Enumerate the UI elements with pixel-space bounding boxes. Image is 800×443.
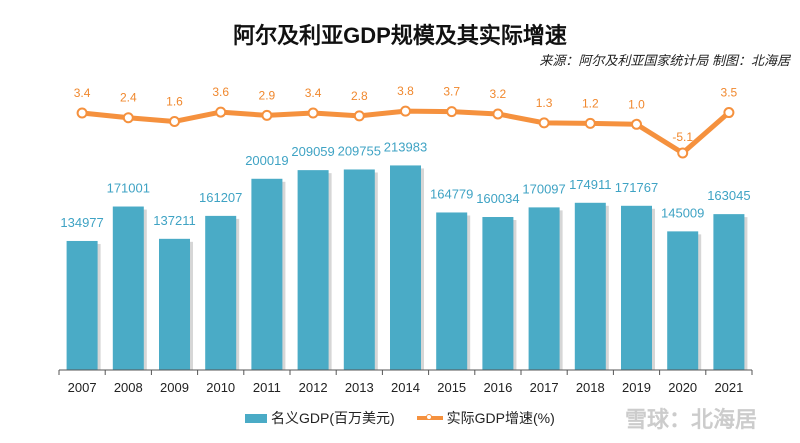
x-tick-label: 2015 bbox=[437, 380, 466, 395]
growth-value-label: 1.6 bbox=[166, 94, 183, 108]
bar-value-label: 145009 bbox=[661, 205, 704, 220]
growth-value-label: 3.4 bbox=[74, 86, 91, 100]
chart-title: 阿尔及利亚GDP规模及其实际增速 bbox=[233, 23, 567, 48]
bar bbox=[621, 205, 652, 370]
x-tick-label: 2020 bbox=[668, 380, 697, 395]
legend-line-label: 实际GDP增速(%) bbox=[446, 410, 555, 426]
bar-value-label: 137211 bbox=[153, 213, 195, 228]
bar bbox=[66, 240, 98, 370]
growth-point bbox=[307, 107, 319, 119]
growth-value-label: 2.8 bbox=[351, 89, 368, 103]
growth-value-label: 3.4 bbox=[305, 86, 322, 100]
x-tick-label: 2007 bbox=[68, 380, 97, 395]
bar-value-label: 200019 bbox=[245, 153, 288, 168]
bar bbox=[297, 170, 329, 370]
bar-value-label: 163045 bbox=[707, 188, 750, 203]
growth-value-label: 3.2 bbox=[490, 87, 507, 101]
bar bbox=[390, 165, 421, 370]
growth-point bbox=[677, 147, 689, 159]
x-tick-label: 2008 bbox=[114, 380, 143, 395]
x-tick-label: 2018 bbox=[576, 380, 605, 395]
bar-value-label: 209059 bbox=[291, 144, 334, 159]
bar bbox=[528, 207, 560, 370]
legend-bar-swatch bbox=[245, 413, 267, 423]
bar bbox=[112, 206, 144, 370]
bar bbox=[482, 217, 514, 370]
growth-point bbox=[215, 106, 227, 118]
growth-point bbox=[446, 106, 458, 118]
bar bbox=[713, 214, 745, 370]
growth-point bbox=[353, 110, 365, 122]
bar bbox=[343, 169, 375, 370]
growth-value-label: 3.5 bbox=[721, 86, 738, 100]
legend: 名义GDP(百万美元) 实际GDP增速(%) bbox=[245, 408, 555, 428]
watermark: 雪球：北海居 bbox=[625, 407, 758, 432]
bar bbox=[436, 212, 468, 370]
bar-value-label: 164779 bbox=[430, 186, 473, 201]
legend-bar-label: 名义GDP(百万美元) bbox=[271, 410, 395, 426]
bar bbox=[159, 238, 190, 370]
growth-value-label: 3.8 bbox=[397, 84, 414, 98]
growth-point bbox=[400, 105, 411, 117]
bar bbox=[205, 215, 237, 370]
growth-value-label: 1.3 bbox=[536, 96, 553, 110]
growth-value-label: 1.0 bbox=[628, 97, 645, 111]
bar-value-label: 161207 bbox=[199, 190, 242, 205]
x-tick-label: 2021 bbox=[714, 380, 743, 395]
growth-value-label: -5.1 bbox=[672, 130, 693, 144]
chart-source: 来源：阿尔及利亚国家统计局 制图：北海居 bbox=[539, 53, 790, 68]
x-tick-label: 2009 bbox=[160, 380, 189, 395]
growth-point bbox=[723, 107, 735, 119]
x-tick-label: 2016 bbox=[483, 380, 512, 395]
growth-value-label: 1.2 bbox=[582, 96, 599, 110]
growth-point bbox=[261, 109, 273, 121]
legend-line-swatch bbox=[416, 414, 443, 420]
x-tick-label: 2019 bbox=[622, 380, 651, 395]
bar-value-label: 174911 bbox=[569, 177, 611, 192]
growth-point bbox=[492, 108, 504, 120]
bar bbox=[667, 231, 699, 370]
growth-point bbox=[169, 115, 180, 127]
bar-value-label: 213983 bbox=[384, 139, 427, 154]
x-tick-label: 2010 bbox=[206, 380, 235, 395]
bar-value-label: 160034 bbox=[476, 191, 519, 206]
bar-value-label: 171001 bbox=[107, 181, 150, 196]
growth-point bbox=[584, 117, 596, 129]
growth-point bbox=[538, 117, 550, 129]
growth-value-label: 3.7 bbox=[443, 85, 460, 99]
x-tick-label: 2012 bbox=[299, 380, 328, 395]
bar-value-label: 171767 bbox=[615, 180, 658, 195]
x-tick-label: 2011 bbox=[253, 380, 281, 395]
bar-value-label: 134977 bbox=[60, 215, 103, 230]
growth-point bbox=[631, 118, 642, 130]
growth-value-label: 2.4 bbox=[120, 91, 137, 105]
growth-value-label: 3.6 bbox=[212, 85, 229, 99]
bar bbox=[574, 202, 606, 370]
bar bbox=[251, 178, 283, 370]
bar-value-label: 170097 bbox=[522, 181, 565, 196]
growth-value-label: 2.9 bbox=[259, 88, 276, 102]
x-tick-label: 2017 bbox=[530, 380, 559, 395]
growth-point bbox=[122, 112, 134, 124]
growth-point bbox=[76, 107, 88, 119]
x-tick-label: 2013 bbox=[345, 380, 374, 395]
x-tick-label: 2014 bbox=[391, 380, 420, 395]
bar-value-label: 209755 bbox=[338, 143, 381, 158]
